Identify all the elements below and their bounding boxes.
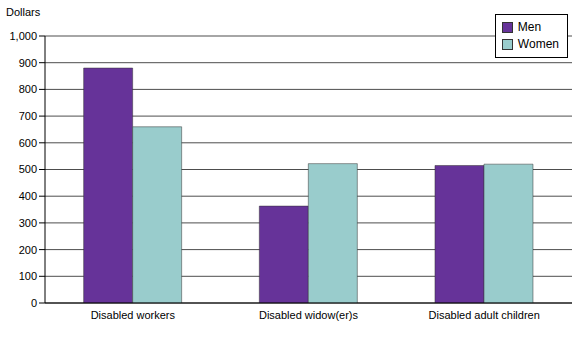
svg-text:200: 200 [19,244,37,256]
html-text:Women: Women [517,37,559,51]
svg-text:800: 800 [19,83,37,95]
svg-text:Disabled widow(er)s: Disabled widow(er)s [259,309,359,321]
svg-text:900: 900 [19,57,37,69]
svg-text:Disabled workers: Disabled workers [91,309,176,321]
svg-text:500: 500 [19,163,37,175]
svg-text:0: 0 [31,297,37,309]
svg-text:600: 600 [19,137,37,149]
svg-text:300: 300 [19,217,37,229]
svg-text:700: 700 [19,110,37,122]
svg-text:400: 400 [19,190,37,202]
svg-text:1,000: 1,000 [9,30,37,42]
html-text:Dollars: Dollars [6,6,41,18]
svg-text:100: 100 [19,270,37,282]
html-text:Men: Men [517,20,542,34]
svg-text:Disabled adult children: Disabled adult children [429,309,540,321]
